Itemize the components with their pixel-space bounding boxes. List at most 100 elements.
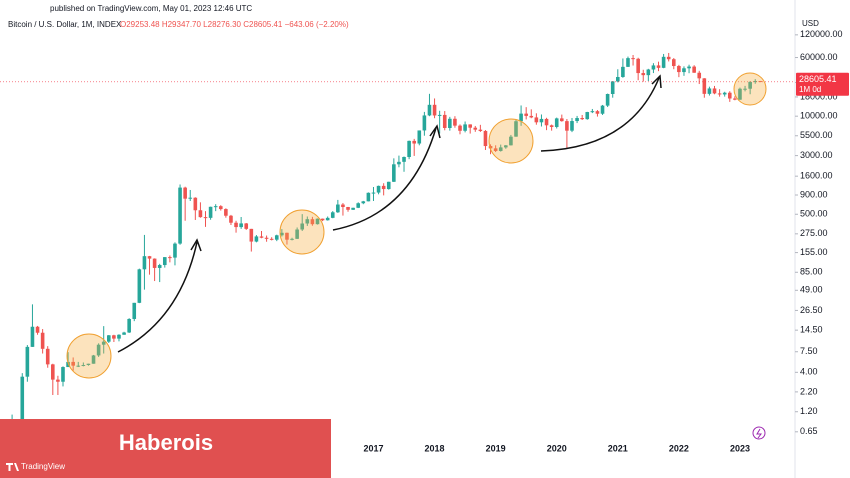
candle-body bbox=[743, 88, 747, 90]
candle-body bbox=[534, 117, 539, 123]
candle-body bbox=[295, 229, 299, 239]
candle-body bbox=[432, 104, 437, 116]
price-tag-countdown: 1M 0d bbox=[799, 85, 821, 94]
candle-body bbox=[51, 364, 55, 380]
candle-body bbox=[524, 113, 528, 116]
event-icon-bolt bbox=[756, 428, 762, 439]
candle-body bbox=[448, 118, 452, 128]
y-tick-label: 155.00 bbox=[800, 247, 828, 257]
candle-body bbox=[91, 355, 96, 364]
y-tick-label: 18000.00 bbox=[800, 91, 838, 101]
candle-body bbox=[514, 121, 518, 137]
x-tick-label: 2022 bbox=[669, 443, 689, 453]
candle-body bbox=[753, 81, 758, 83]
candle-body bbox=[656, 65, 661, 68]
candle-body bbox=[733, 98, 737, 100]
candle-body bbox=[81, 365, 86, 367]
candle-body bbox=[315, 218, 320, 225]
y-tick-label: 5500.00 bbox=[800, 130, 833, 140]
candle-body bbox=[722, 92, 727, 95]
y-tick-label: 500.00 bbox=[800, 209, 828, 219]
candle-body bbox=[234, 222, 238, 228]
candle-body bbox=[101, 341, 106, 345]
banner: Haberois TradingView bbox=[0, 419, 331, 478]
candle-body bbox=[25, 346, 30, 377]
candle-body bbox=[203, 217, 208, 219]
candle-body bbox=[697, 72, 702, 79]
candle-body bbox=[605, 93, 610, 106]
candle-body bbox=[71, 361, 75, 366]
candle-body bbox=[86, 363, 91, 366]
candle-body bbox=[631, 58, 635, 60]
candle-body bbox=[269, 238, 274, 240]
candle-body bbox=[137, 269, 142, 303]
candle-body bbox=[727, 92, 732, 99]
candle-body bbox=[692, 66, 696, 73]
y-tick-label: 3000.00 bbox=[800, 150, 833, 160]
candle-body bbox=[20, 376, 25, 426]
y-tick-label: 2.20 bbox=[800, 386, 818, 396]
candle-body bbox=[224, 209, 228, 216]
candle-body bbox=[96, 344, 101, 356]
arrow bbox=[332, 127, 437, 231]
candle-body bbox=[341, 204, 345, 208]
candle-body bbox=[738, 88, 742, 100]
arrow bbox=[540, 77, 660, 152]
candle-body bbox=[285, 232, 289, 240]
event-icon[interactable] bbox=[752, 426, 766, 440]
candle-body bbox=[468, 124, 472, 128]
candle-body bbox=[218, 206, 223, 210]
candle-body bbox=[213, 206, 218, 208]
candle-body bbox=[422, 115, 427, 131]
y-tick-label: 120000.00 bbox=[800, 29, 843, 39]
candle-body bbox=[473, 127, 478, 130]
candle-body bbox=[646, 69, 651, 76]
candle-body bbox=[560, 118, 564, 122]
candle-body bbox=[351, 207, 355, 210]
candle-body bbox=[173, 243, 177, 258]
candle-body bbox=[61, 367, 65, 382]
candle-body bbox=[152, 258, 157, 268]
candle-body bbox=[183, 187, 187, 199]
candle-body bbox=[626, 58, 630, 67]
candle-body bbox=[366, 192, 371, 202]
x-tick-label: 2021 bbox=[608, 443, 628, 453]
highlight-circle bbox=[279, 209, 325, 255]
highlight-circle bbox=[488, 118, 534, 164]
candle-body bbox=[66, 361, 70, 368]
candle-body bbox=[259, 236, 264, 238]
candle-body bbox=[616, 76, 620, 82]
candle-body bbox=[570, 121, 574, 131]
candle-body bbox=[198, 210, 203, 218]
arrowhead bbox=[651, 74, 662, 89]
candle-body bbox=[320, 218, 325, 221]
logo-icon bbox=[6, 463, 19, 471]
candle-body bbox=[610, 81, 615, 94]
candle-body bbox=[264, 237, 269, 239]
candle-body bbox=[493, 148, 498, 151]
candle-body bbox=[407, 140, 411, 157]
x-tick-label: 2018 bbox=[425, 443, 445, 453]
candle-body bbox=[392, 164, 396, 182]
candle-body bbox=[600, 105, 605, 114]
candle-body bbox=[483, 130, 488, 147]
candle-body bbox=[554, 118, 559, 127]
y-tick-label: 49.00 bbox=[800, 285, 823, 295]
candle-body bbox=[509, 136, 513, 146]
candle-body bbox=[641, 73, 646, 76]
candle-body bbox=[142, 256, 147, 270]
x-tick-label: 2020 bbox=[547, 443, 567, 453]
candle-body bbox=[636, 58, 640, 74]
candle-body bbox=[274, 235, 279, 240]
x-tick-label: 2017 bbox=[363, 443, 383, 453]
candle-body bbox=[717, 93, 722, 95]
candle-body bbox=[188, 197, 193, 199]
candle-body bbox=[112, 335, 116, 339]
candle-body bbox=[498, 147, 503, 151]
candle-body bbox=[336, 204, 340, 213]
y-tick-label: 10000.00 bbox=[800, 111, 838, 121]
y-tick-label: 4.00 bbox=[800, 367, 818, 377]
candle-body bbox=[239, 223, 243, 228]
price-tag-value: 28605.41 bbox=[799, 74, 837, 84]
candle-body bbox=[580, 118, 584, 120]
